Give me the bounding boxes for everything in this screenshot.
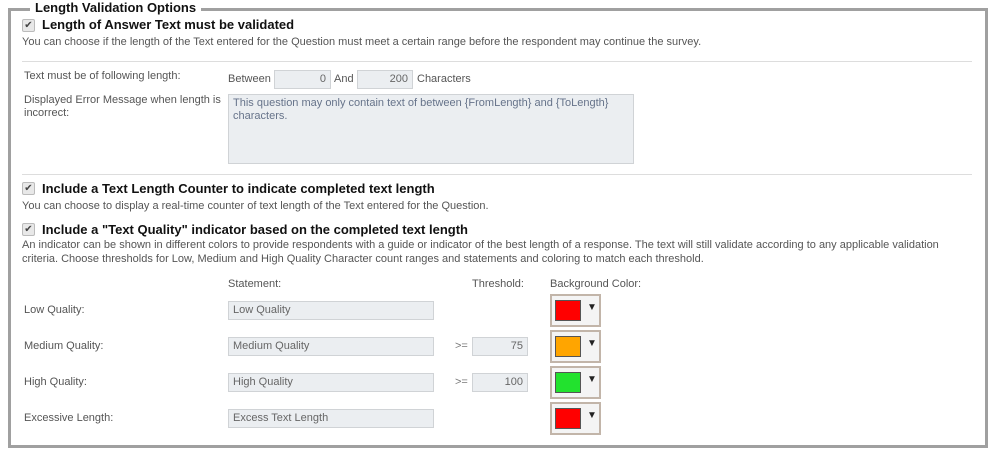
statement-input[interactable]: Medium Quality xyxy=(228,337,434,356)
quality-row-label: Excessive Length: xyxy=(24,412,114,424)
color-picker[interactable]: ▼ xyxy=(550,294,601,327)
error-message-label: Displayed Error Message when length is i… xyxy=(24,94,221,119)
dropdown-arrow-icon: ▼ xyxy=(587,410,597,421)
color-swatch xyxy=(555,408,581,429)
characters-label: Characters xyxy=(417,73,471,85)
counter-description: You can choose to display a real-time co… xyxy=(22,200,489,212)
statement-header: Statement: xyxy=(228,278,282,290)
quality-description: An indicator can be shown in different c… xyxy=(22,239,939,265)
quality-row-label: High Quality: xyxy=(24,376,87,388)
quality-row-label: Low Quality: xyxy=(24,304,85,316)
between-label: Between xyxy=(228,73,271,85)
divider xyxy=(22,61,972,62)
threshold-input[interactable]: 75 xyxy=(472,337,528,356)
dropdown-arrow-icon: ▼ xyxy=(587,302,597,313)
threshold-header: Threshold: xyxy=(472,278,524,290)
from-length-input[interactable]: 0 xyxy=(274,70,331,89)
statement-input[interactable]: Low Quality xyxy=(228,301,434,320)
color-header: Background Color: xyxy=(550,278,642,290)
color-picker[interactable]: ▼ xyxy=(550,402,601,435)
and-label: And xyxy=(334,73,354,85)
color-picker[interactable]: ▼ xyxy=(550,366,601,399)
to-length-input[interactable]: 200 xyxy=(357,70,413,89)
color-picker[interactable]: ▼ xyxy=(550,330,601,363)
color-swatch xyxy=(555,300,581,321)
counter-checkbox[interactable]: ✔ xyxy=(22,182,35,195)
quality-label: Include a "Text Quality" indicator based… xyxy=(42,222,468,237)
operator-label: >= xyxy=(455,376,468,388)
statement-input[interactable]: Excess Text Length xyxy=(228,409,434,428)
color-swatch xyxy=(555,372,581,393)
operator-label: >= xyxy=(455,340,468,352)
fieldset-legend: Length Validation Options xyxy=(30,0,202,16)
dropdown-arrow-icon: ▼ xyxy=(587,338,597,349)
color-swatch xyxy=(555,336,581,357)
error-message-textarea[interactable]: This question may only contain text of b… xyxy=(228,94,634,164)
length-label: Text must be of following length: xyxy=(24,70,181,82)
validate-description: You can choose if the length of the Text… xyxy=(22,36,702,48)
validate-checkbox[interactable]: ✔ xyxy=(22,19,35,32)
divider xyxy=(22,174,972,175)
quality-row-label: Medium Quality: xyxy=(24,340,104,352)
dropdown-arrow-icon: ▼ xyxy=(587,374,597,385)
validate-label: Length of Answer Text must be validated xyxy=(42,17,295,32)
counter-label: Include a Text Length Counter to indicat… xyxy=(42,181,435,196)
fieldset-frame xyxy=(8,8,988,448)
quality-checkbox[interactable]: ✔ xyxy=(22,223,35,236)
statement-input[interactable]: High Quality xyxy=(228,373,434,392)
threshold-input[interactable]: 100 xyxy=(472,373,528,392)
